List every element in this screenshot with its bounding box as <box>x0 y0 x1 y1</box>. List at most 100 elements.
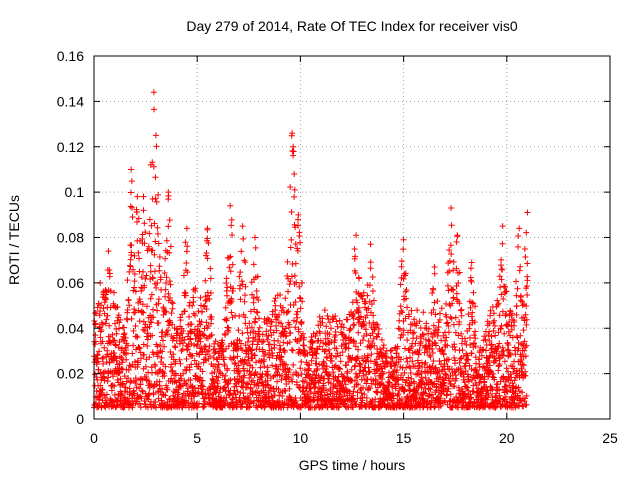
data-point <box>143 303 150 310</box>
data-point <box>102 395 109 402</box>
data-point <box>253 308 260 315</box>
data-point <box>125 366 132 373</box>
data-point <box>188 340 195 347</box>
data-point <box>136 296 143 303</box>
data-point <box>136 344 143 351</box>
data-point <box>182 380 189 387</box>
data-point <box>93 361 100 368</box>
data-point <box>154 279 161 286</box>
data-point <box>150 383 157 390</box>
data-point <box>228 309 235 316</box>
data-point <box>111 391 118 398</box>
data-point <box>163 237 170 244</box>
data-point <box>140 268 147 275</box>
data-point <box>146 378 153 385</box>
data-point <box>123 356 130 363</box>
data-point <box>246 404 253 411</box>
data-point <box>231 387 238 394</box>
data-point <box>101 392 108 399</box>
data-point <box>197 294 204 301</box>
data-point <box>148 247 155 254</box>
data-point <box>191 384 198 391</box>
data-point <box>99 355 106 362</box>
data-point <box>100 305 107 312</box>
data-point <box>135 359 142 366</box>
data-point <box>178 375 185 382</box>
data-point <box>196 328 203 335</box>
data-point <box>128 178 135 185</box>
data-point <box>98 326 105 333</box>
data-point <box>259 379 266 386</box>
data-point <box>181 308 188 315</box>
data-point <box>211 369 218 376</box>
data-point <box>148 291 155 298</box>
data-point <box>246 374 253 381</box>
data-point <box>165 223 172 230</box>
data-point <box>258 373 265 380</box>
data-point <box>221 362 228 369</box>
data-point <box>228 298 235 305</box>
data-point <box>207 290 214 297</box>
data-point <box>226 392 233 399</box>
data-point <box>118 390 125 397</box>
data-point <box>127 256 134 263</box>
data-point <box>146 230 153 237</box>
data-point <box>171 343 178 350</box>
data-point <box>189 352 196 359</box>
data-point <box>247 384 254 391</box>
data-point <box>189 302 196 309</box>
data-point <box>165 290 172 297</box>
data-point <box>112 341 119 348</box>
data-point <box>125 296 132 303</box>
data-point <box>149 332 156 339</box>
data-point <box>146 323 153 330</box>
data-point <box>202 343 209 350</box>
data-point <box>234 346 241 353</box>
data-point <box>199 377 206 384</box>
data-point <box>135 215 142 222</box>
data-point <box>140 309 147 316</box>
data-point <box>225 343 232 350</box>
data-point <box>158 354 165 361</box>
data-point <box>147 262 154 269</box>
data-point <box>96 348 103 355</box>
data-point <box>205 292 212 299</box>
data-point <box>244 380 251 387</box>
data-point <box>141 240 148 247</box>
data-point <box>99 386 106 393</box>
data-point <box>167 281 174 288</box>
data-point <box>153 143 160 150</box>
data-point <box>203 296 210 303</box>
data-point <box>197 338 204 345</box>
data-point <box>119 359 126 366</box>
data-point <box>124 307 131 314</box>
data-point <box>254 341 261 348</box>
data-point <box>259 331 266 338</box>
data-point <box>206 343 213 350</box>
data-point <box>197 374 204 381</box>
y-axis-label: ROTI / TECUs <box>6 195 22 285</box>
data-point <box>245 395 252 402</box>
data-point <box>127 401 134 408</box>
data-point <box>160 311 167 318</box>
grid-lines <box>94 56 610 419</box>
data-point <box>157 342 164 349</box>
data-point <box>191 342 198 349</box>
data-point <box>219 341 226 348</box>
data-point <box>245 335 252 342</box>
data-point <box>202 390 209 397</box>
data-point <box>142 321 149 328</box>
data-point <box>205 240 212 247</box>
data-point <box>98 302 105 309</box>
data-point <box>238 340 245 347</box>
data-point <box>261 363 268 370</box>
data-point <box>127 263 134 270</box>
data-point <box>113 304 120 311</box>
data-point <box>195 361 202 368</box>
data-point <box>154 343 161 350</box>
data-point <box>101 344 108 351</box>
data-point <box>127 379 134 386</box>
data-point <box>179 404 186 411</box>
data-point <box>192 285 199 292</box>
data-point <box>176 340 183 347</box>
